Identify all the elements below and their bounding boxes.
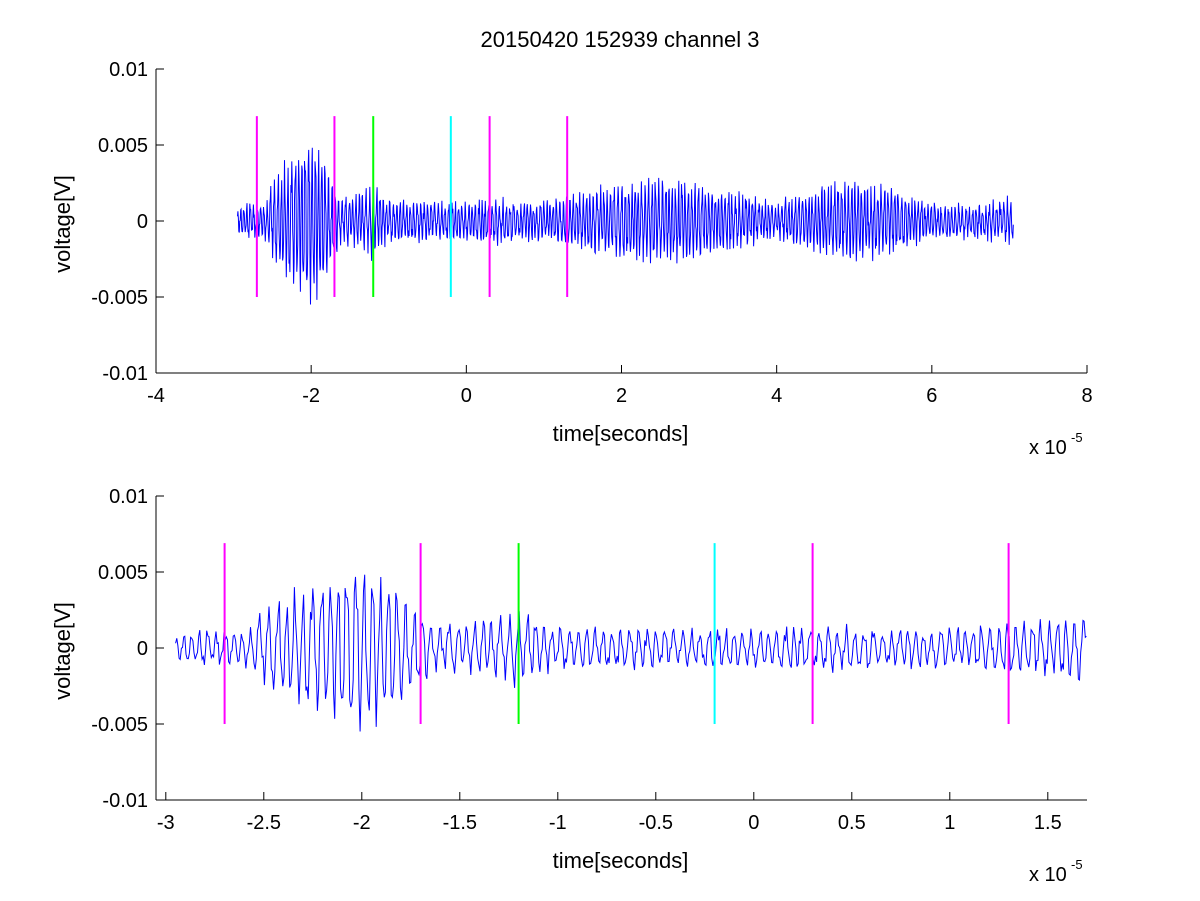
x-tick-label: -2.5: [247, 812, 281, 834]
y-tick-label: -0.01: [102, 363, 148, 385]
figure-title: 20150420 152939 channel 3: [481, 27, 760, 52]
y-tick-label: 0: [137, 638, 148, 660]
x-tick-label: 0.5: [838, 812, 866, 834]
x-tick-label: 0: [461, 385, 472, 407]
y-tick-label: -0.005: [91, 287, 148, 309]
x-tick-label: -4: [147, 385, 165, 407]
x-tick-label: 1.5: [1034, 812, 1062, 834]
x-multiplier-exponent: -5: [1071, 857, 1083, 872]
x-tick-label: -2: [302, 385, 320, 407]
x-tick-label: 8: [1081, 385, 1092, 407]
signal-line: [237, 147, 1014, 305]
top-plot: -0.01 -0.005 0 0.005 0.01 -4 -2 0 2 4 6 8 time[secon…: [50, 59, 1093, 459]
x-multiplier-exponent: -5: [1071, 430, 1083, 445]
x-axis-label: time[seconds]: [553, 421, 689, 446]
y-tick-label: -0.01: [102, 790, 148, 812]
x-tick-label: 6: [926, 385, 937, 407]
y-tick-label: 0.01: [109, 59, 148, 81]
x-tick-label: -1: [549, 812, 567, 834]
y-axis-label: voltage[V]: [50, 175, 75, 273]
x-tick-label: -3: [157, 812, 175, 834]
x-axis-label: time[seconds]: [553, 848, 689, 873]
x-tick-label: -0.5: [639, 812, 673, 834]
x-tick-label: 0: [748, 812, 759, 834]
signal-line: [175, 574, 1087, 732]
y-tick-label: 0.005: [98, 135, 148, 157]
x-multiplier-label: x 10: [1029, 437, 1067, 459]
bottom-plot: -0.01 -0.005 0 0.005 0.01 -3 -2.5 -2 -1.5 -1 -0.5 0…: [50, 486, 1087, 886]
x-tick-label: 4: [771, 385, 782, 407]
y-tick-label: -0.005: [91, 714, 148, 736]
y-tick-label: 0: [137, 211, 148, 233]
x-multiplier-label: x 10: [1029, 864, 1067, 886]
x-tick-label: 2: [616, 385, 627, 407]
x-tick-label: -1.5: [443, 812, 477, 834]
x-tick-label: 1: [944, 812, 955, 834]
x-tick-label: -2: [353, 812, 371, 834]
y-tick-label: 0.01: [109, 486, 148, 508]
y-tick-label: 0.005: [98, 562, 148, 584]
y-axis-label: voltage[V]: [50, 602, 75, 700]
